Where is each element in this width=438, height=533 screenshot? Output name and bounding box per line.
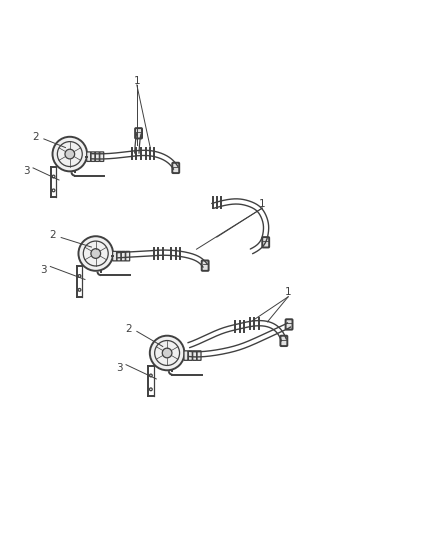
Circle shape — [78, 236, 113, 271]
Text: 2: 2 — [32, 132, 39, 142]
Text: 1: 1 — [134, 76, 140, 86]
Text: 3: 3 — [116, 363, 123, 373]
FancyBboxPatch shape — [126, 252, 130, 261]
FancyBboxPatch shape — [117, 252, 121, 261]
FancyBboxPatch shape — [197, 351, 201, 360]
Text: 3: 3 — [41, 265, 47, 275]
FancyBboxPatch shape — [87, 152, 91, 161]
FancyBboxPatch shape — [95, 152, 99, 161]
Circle shape — [162, 348, 172, 358]
FancyBboxPatch shape — [280, 336, 287, 346]
FancyBboxPatch shape — [184, 351, 188, 360]
Circle shape — [53, 137, 87, 172]
FancyBboxPatch shape — [135, 128, 142, 139]
FancyBboxPatch shape — [188, 351, 192, 360]
FancyBboxPatch shape — [262, 237, 269, 247]
FancyBboxPatch shape — [172, 163, 179, 173]
FancyBboxPatch shape — [286, 319, 293, 329]
Text: 1: 1 — [285, 287, 292, 297]
FancyBboxPatch shape — [113, 252, 117, 261]
Text: 2: 2 — [49, 230, 56, 240]
Text: 3: 3 — [23, 166, 30, 176]
Text: 1: 1 — [259, 199, 265, 209]
FancyBboxPatch shape — [202, 261, 208, 271]
FancyBboxPatch shape — [193, 351, 197, 360]
FancyBboxPatch shape — [100, 152, 104, 161]
Text: 2: 2 — [125, 324, 131, 334]
Circle shape — [150, 336, 184, 370]
FancyBboxPatch shape — [91, 152, 95, 161]
FancyBboxPatch shape — [121, 252, 125, 261]
Circle shape — [91, 249, 101, 259]
Circle shape — [65, 149, 74, 159]
